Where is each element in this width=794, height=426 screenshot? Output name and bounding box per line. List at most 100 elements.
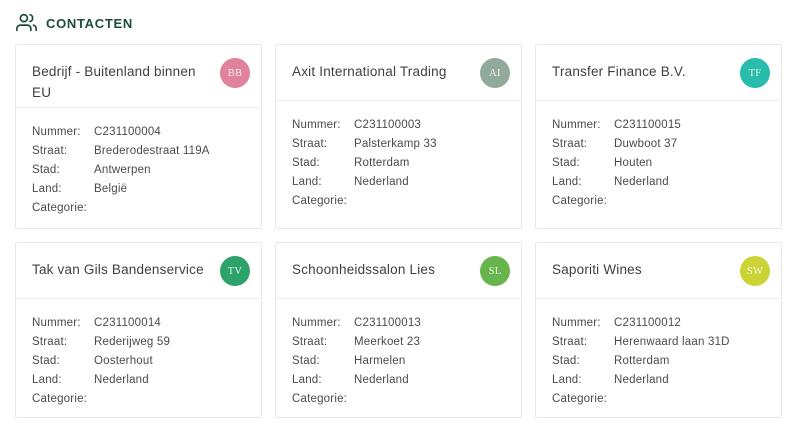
field-row-land: Land: Nederland [32,371,245,390]
field-row-land: Land: Nederland [292,371,505,390]
field-row-categorie: Categorie: [32,199,245,218]
field-label: Stad: [32,164,60,176]
contact-card[interactable]: Transfer Finance B.V. TF Nummer: C231100… [535,44,782,229]
field-value: Harmelen [354,355,406,367]
field-label: Stad: [292,355,320,367]
field-value: C231100004 [94,126,162,138]
field-row-nummer: Nummer: C231100004 [32,123,245,142]
field-row-nummer: Nummer: C231100013 [292,314,505,333]
field-row-straat: Straat: Duwboot 37 [552,135,765,154]
field-value [354,390,505,409]
field-label: Categorie: [292,195,348,207]
field-label: Land: [552,374,582,386]
field-value: Herenwaard laan 31D [614,336,730,348]
field-value: C231100012 [614,317,682,329]
field-value: Nederland [354,374,409,386]
field-value: Antwerpen [94,164,151,176]
users-icon [16,12,37,33]
field-row-categorie: Categorie: [32,390,245,409]
field-value: Nederland [94,374,149,386]
field-value: Duwboot 37 [614,138,678,150]
contact-card-header: Saporiti Wines SW [536,243,781,299]
field-row-nummer: Nummer: C231100015 [552,116,765,135]
field-label: Categorie: [32,393,88,405]
field-label: Stad: [552,355,580,367]
contact-card-body: Nummer: C231100015 Straat: Duwboot 37 St… [536,101,781,221]
field-row-categorie: Categorie: [292,390,505,409]
field-label: Categorie: [32,202,88,214]
contact-card-header: Schoonheidssalon Lies SL [276,243,521,299]
contact-card[interactable]: Schoonheidssalon Lies SL Nummer: C231100… [275,242,522,418]
contact-card[interactable]: Bedrijf - Buitenland binnen EU BB Nummer… [15,44,262,229]
field-row-categorie: Categorie: [552,192,765,211]
field-row-straat: Straat: Meerkoet 23 [292,333,505,352]
field-value: Palsterkamp 33 [354,138,437,150]
page-title: CONTACTEN [46,15,133,31]
field-label: Land: [32,374,62,386]
field-row-land: Land: Nederland [552,371,765,390]
field-label: Straat: [552,336,588,348]
contact-name: Transfer Finance B.V. [552,64,686,79]
field-label: Nummer: [292,317,341,329]
field-value [614,192,765,211]
field-value [94,199,245,218]
field-label: Straat: [32,145,68,157]
field-value: C231100003 [354,119,422,131]
page-header: CONTACTEN [0,0,794,33]
field-value [354,192,505,211]
contact-name: Bedrijf - Buitenland binnen EU [32,64,196,100]
field-label: Categorie: [552,195,608,207]
contact-avatar: AI [480,58,510,88]
contact-card-header: Bedrijf - Buitenland binnen EU BB [16,45,261,108]
field-value: Nederland [614,374,669,386]
field-label: Stad: [292,157,320,169]
field-row-land: Land: België [32,180,245,199]
field-row-straat: Straat: Brederodestraat 119A [32,142,245,161]
field-label: Nummer: [292,119,341,131]
contact-card-body: Nummer: C231100003 Straat: Palsterkamp 3… [276,101,521,221]
field-label: Nummer: [32,126,81,138]
contact-name: Schoonheidssalon Lies [292,262,436,277]
field-label: Land: [32,183,62,195]
contact-avatar: SW [740,256,770,286]
field-label: Stad: [552,157,580,169]
field-row-land: Land: Nederland [552,173,765,192]
contact-avatar: TF [740,58,770,88]
field-label: Straat: [292,138,328,150]
field-value: België [94,183,128,195]
contact-card-header: Transfer Finance B.V. TF [536,45,781,101]
field-value: Brederodestraat 119A [94,145,210,157]
field-label: Straat: [32,336,68,348]
contact-name: Axit International Trading [292,64,447,79]
field-row-straat: Straat: Herenwaard laan 31D [552,333,765,352]
contact-avatar: TV [220,256,250,286]
field-value: Nederland [354,176,409,188]
field-row-categorie: Categorie: [552,390,765,409]
contact-card-header: Tak van Gils Bandenservice TV [16,243,261,299]
contact-card[interactable]: Axit International Trading AI Nummer: C2… [275,44,522,229]
field-label: Nummer: [32,317,81,329]
field-label: Nummer: [552,317,601,329]
field-label: Categorie: [552,393,608,405]
field-row-stad: Stad: Antwerpen [32,161,245,180]
field-row-stad: Stad: Harmelen [292,352,505,371]
field-label: Straat: [552,138,588,150]
field-row-nummer: Nummer: C231100003 [292,116,505,135]
field-row-nummer: Nummer: C231100014 [32,314,245,333]
field-row-nummer: Nummer: C231100012 [552,314,765,333]
contacts-grid: Bedrijf - Buitenland binnen EU BB Nummer… [15,44,782,418]
field-label: Nummer: [552,119,601,131]
contact-avatar: SL [480,256,510,286]
field-label: Land: [292,176,322,188]
contact-card[interactable]: Saporiti Wines SW Nummer: C231100012 Str… [535,242,782,418]
field-value: Rederijweg 59 [94,336,171,348]
field-value: C231100014 [94,317,162,329]
field-row-stad: Stad: Houten [552,154,765,173]
field-value [614,390,765,409]
contact-card[interactable]: Tak van Gils Bandenservice TV Nummer: C2… [15,242,262,418]
field-label: Categorie: [292,393,348,405]
field-value: Nederland [614,176,669,188]
field-label: Straat: [292,336,328,348]
field-value [94,390,245,409]
contact-card-body: Nummer: C231100004 Straat: Brederodestra… [16,108,261,228]
